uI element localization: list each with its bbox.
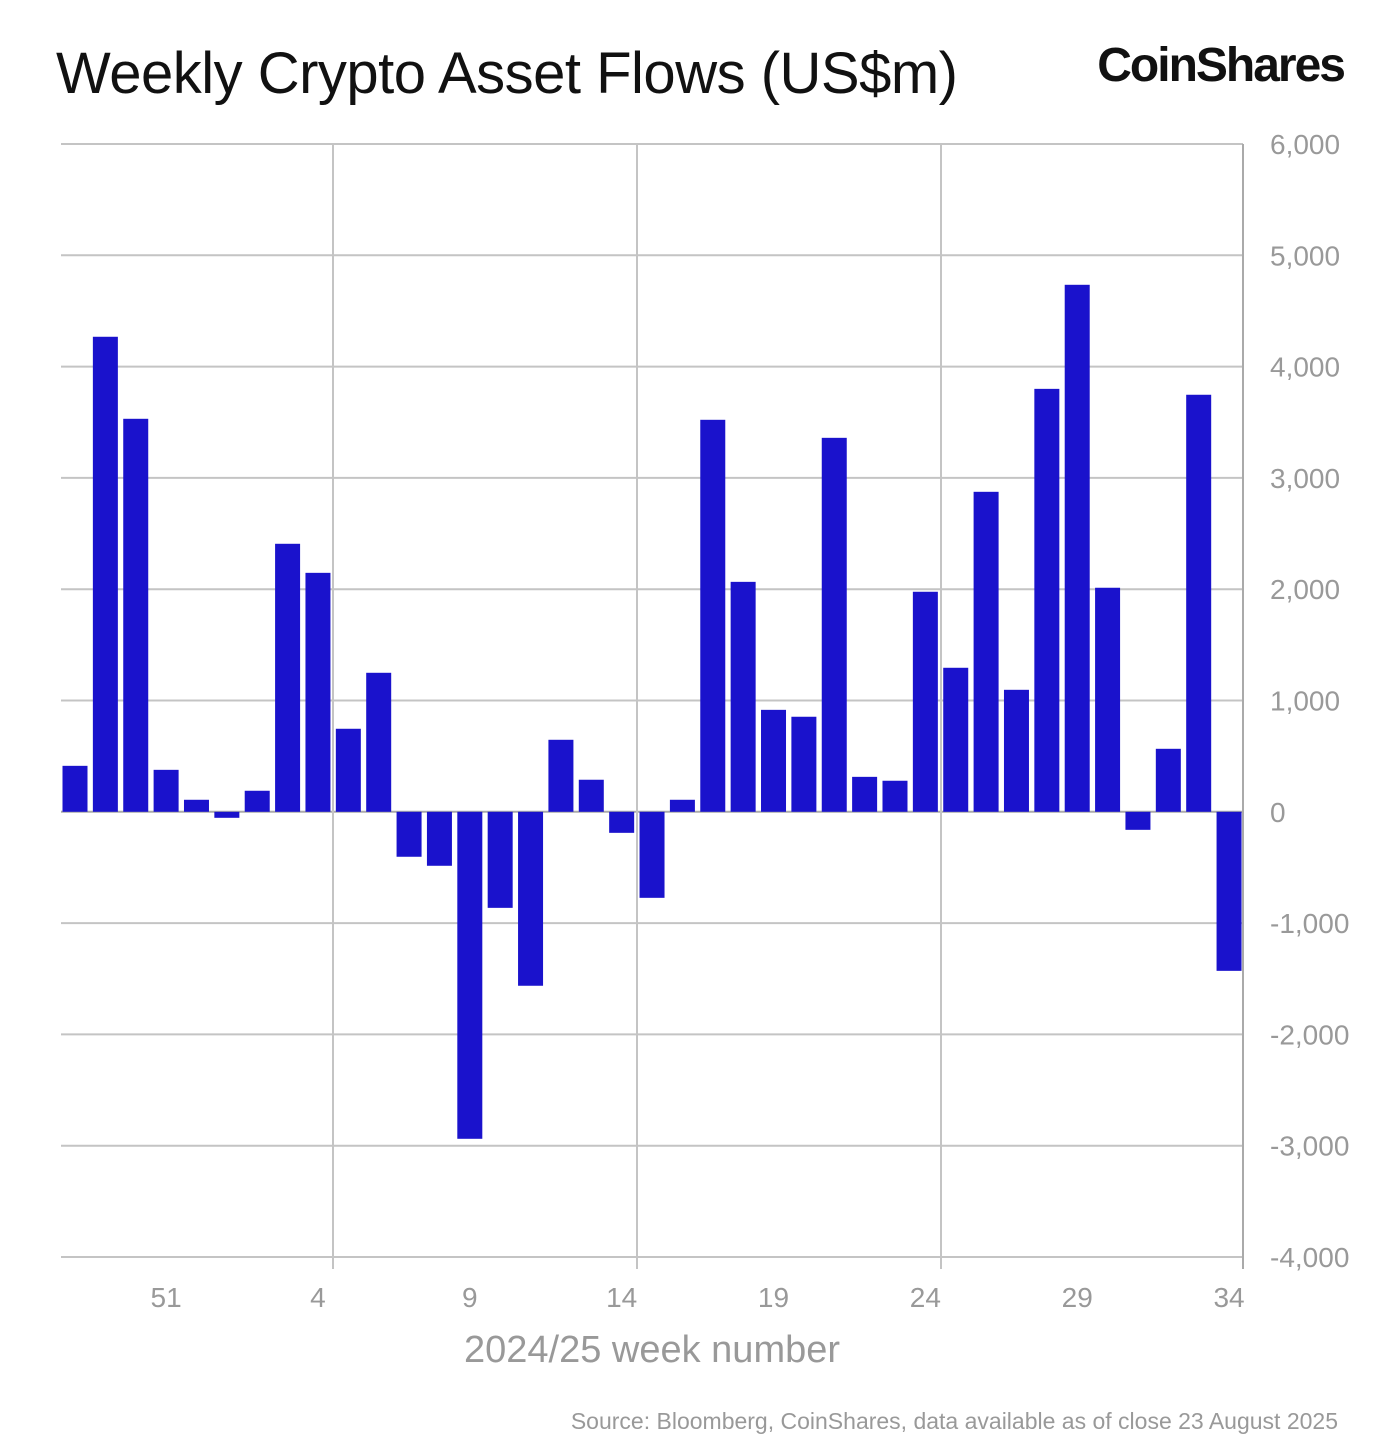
bar-week-7 xyxy=(396,811,422,857)
bar-week-10 xyxy=(487,811,513,908)
y-tick-label: 5,000 xyxy=(1270,240,1340,271)
x-tick-label: 4 xyxy=(310,1282,326,1313)
bar-week-21 xyxy=(821,437,847,812)
bar-week-5 xyxy=(335,728,361,812)
y-tick-label: 4,000 xyxy=(1270,352,1340,383)
bar-week-22 xyxy=(852,776,878,812)
bar-week-34 xyxy=(1216,811,1242,971)
y-tick-label: 3,000 xyxy=(1270,463,1340,494)
bar-week-31 xyxy=(1125,811,1151,830)
bar-week-3 xyxy=(275,543,301,812)
bar-week-33 xyxy=(1186,394,1212,812)
x-tick-label: 24 xyxy=(910,1282,941,1313)
bar-week-29 xyxy=(1064,284,1090,812)
bar-week-9 xyxy=(457,811,483,1139)
bar-week-30 xyxy=(1095,587,1121,812)
bar-week-28 xyxy=(1034,388,1060,812)
x-tick-label: 14 xyxy=(606,1282,637,1313)
bar-week-19 xyxy=(761,709,787,812)
bar-week-32 xyxy=(1155,748,1181,812)
y-tick-label: 0 xyxy=(1270,797,1286,828)
bar-week-15 xyxy=(639,811,665,898)
bar-week-1 xyxy=(214,811,240,818)
bar-week-20 xyxy=(791,716,817,812)
bar-week-14 xyxy=(609,811,635,833)
bar-week-27 xyxy=(1003,689,1029,812)
y-tick-label: 1,000 xyxy=(1270,686,1340,717)
x-tick-label: 34 xyxy=(1213,1282,1244,1313)
bar-week-25 xyxy=(943,667,969,812)
bar-week-13 xyxy=(578,779,604,812)
bar-week-24 xyxy=(912,591,938,812)
bar-week-52 xyxy=(183,799,209,812)
chart-title: Weekly Crypto Asset Flows (US$m) xyxy=(56,41,958,106)
x-tick-label: 19 xyxy=(758,1282,789,1313)
bar-week-11 xyxy=(518,811,544,986)
y-tick-label: 6,000 xyxy=(1270,129,1340,160)
y-tick-label: -4,000 xyxy=(1270,1242,1349,1273)
bar-week-51 xyxy=(153,769,179,812)
bar-week-17 xyxy=(700,419,726,812)
x-tick-label: 51 xyxy=(151,1282,182,1313)
source-note: Source: Bloomberg, CoinShares, data avai… xyxy=(570,1408,1338,1434)
bar-week-4 xyxy=(305,572,331,812)
bar-week-49 xyxy=(92,336,118,812)
coinshares-logo: CoinShares xyxy=(1097,39,1346,92)
bar-week-16 xyxy=(669,799,695,812)
bar-week-26 xyxy=(973,491,999,812)
y-tick-label: 2,000 xyxy=(1270,574,1340,605)
bar-week-6 xyxy=(366,672,392,812)
x-tick-label: 9 xyxy=(462,1282,478,1313)
y-tick-label: -3,000 xyxy=(1270,1131,1349,1162)
bar-week-18 xyxy=(730,581,756,812)
bar-week-8 xyxy=(426,811,452,866)
x-tick-label: 29 xyxy=(1062,1282,1093,1313)
x-axis-title: 2024/25 week number xyxy=(464,1329,840,1371)
bar-week-23 xyxy=(882,780,908,812)
bar-week-2 xyxy=(244,790,270,812)
y-tick-label: -2,000 xyxy=(1270,1019,1349,1050)
y-tick-label: -1,000 xyxy=(1270,908,1349,939)
bar-week-12 xyxy=(548,739,574,812)
bar-week-48 xyxy=(62,765,88,812)
bar-week-50 xyxy=(123,418,149,812)
